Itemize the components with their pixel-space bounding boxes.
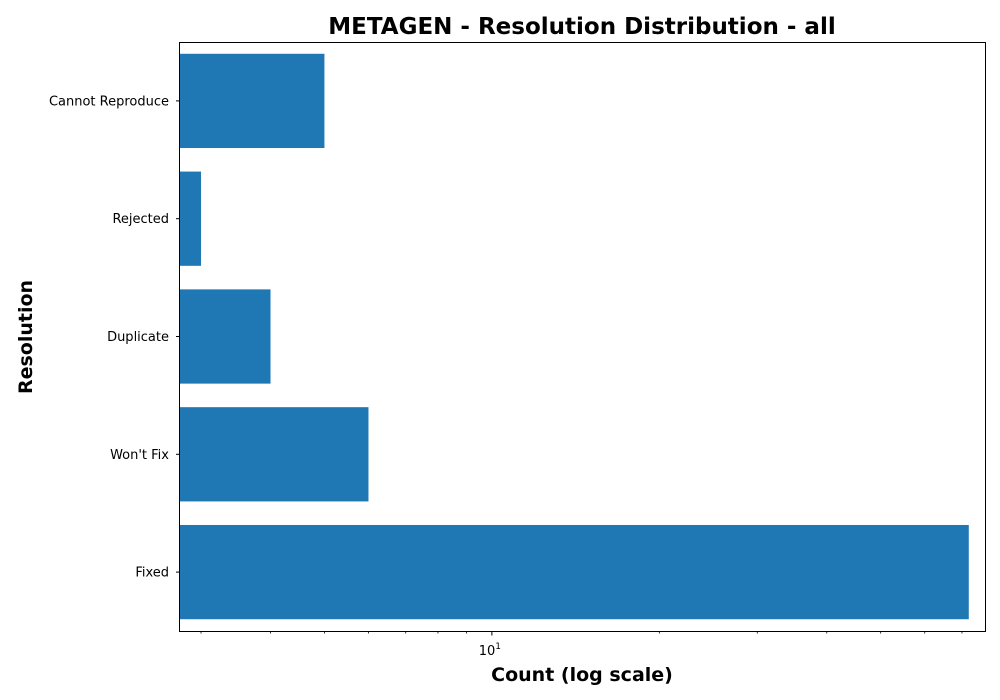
- y-tick-label: Won't Fix: [110, 448, 169, 463]
- x-axis: 101: [200, 631, 963, 659]
- y-tick-label: Fixed: [135, 566, 169, 581]
- x-tick-label: 101: [479, 642, 501, 659]
- y-tick-label: Duplicate: [107, 330, 169, 345]
- bar-won-t-fix: [180, 407, 369, 502]
- y-tick-label: Rejected: [112, 212, 169, 227]
- y-axis: Fixed Won't Fix Duplicate Rejected Cannot Re…: [49, 94, 180, 581]
- bar-fixed: [180, 524, 969, 620]
- bar-rejected: [180, 171, 202, 266]
- bars-group: [180, 53, 969, 620]
- chart-title: METAGEN - Resolution Distribution - all: [328, 14, 835, 40]
- x-axis-label: Count (log scale): [491, 664, 673, 686]
- y-tick-label: Cannot Reproduce: [49, 94, 169, 109]
- bar-cannot-reproduce: [180, 53, 325, 149]
- bar-duplicate: [180, 289, 271, 384]
- y-axis-label: Resolution: [15, 280, 37, 394]
